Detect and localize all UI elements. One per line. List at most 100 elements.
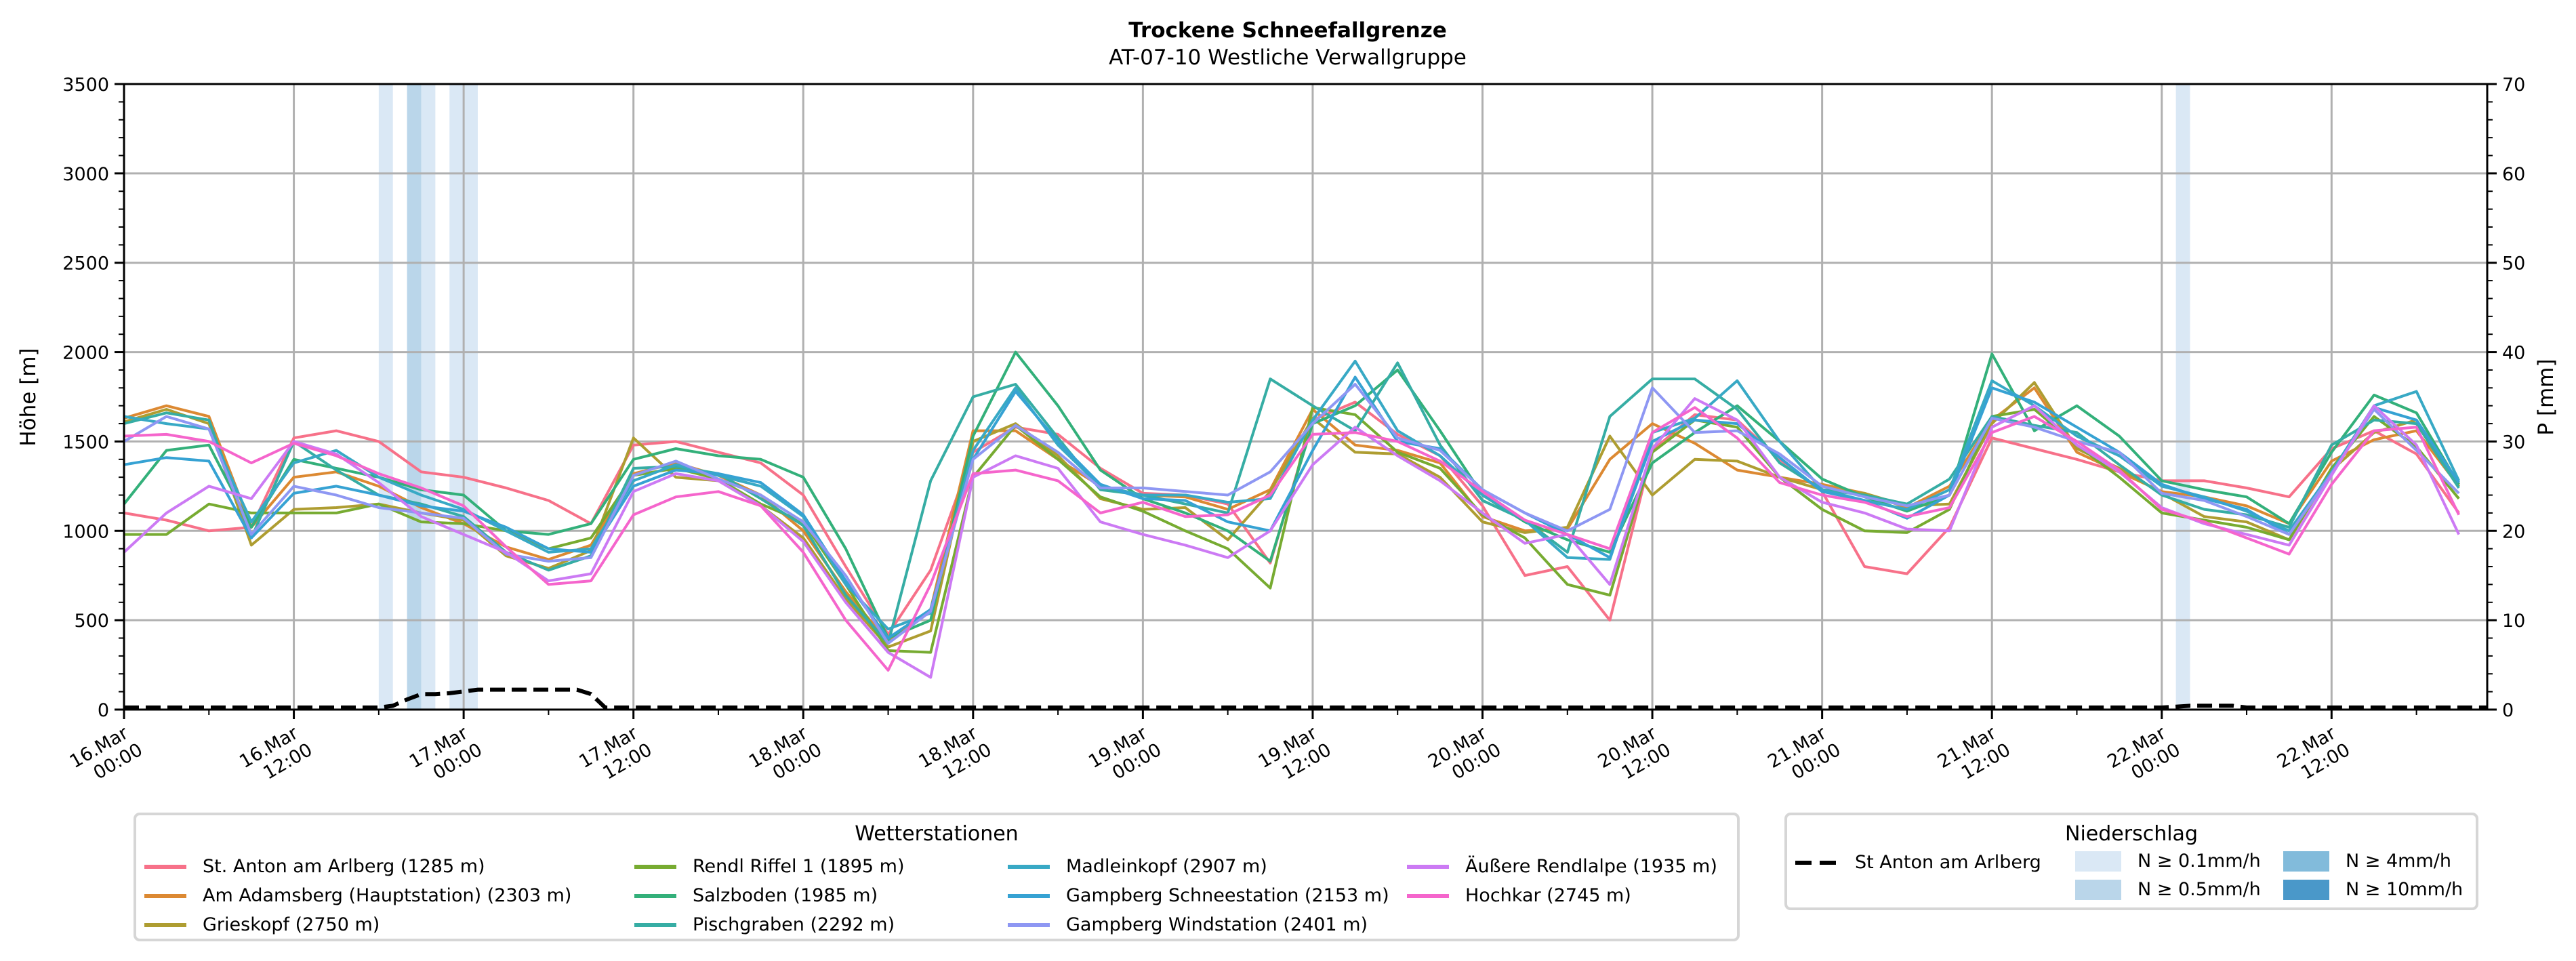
legend-label-n10: N ≥ 10mm/h [2346,879,2463,900]
y2-tick-label: 10 [2502,611,2525,632]
y2-tick-label: 40 [2502,343,2525,364]
legend-station-label: Gampberg Windstation (2401 m) [1066,914,1368,935]
swatch-n05 [2075,879,2121,900]
y-tick-label: 2000 [62,343,109,364]
legend-item-n4: N ≥ 4mm/h [2283,851,2451,872]
legend-label-n4: N ≥ 4mm/h [2346,851,2451,872]
y-tick-label: 500 [74,611,109,632]
grid [124,84,2487,710]
y2-tick-label: 50 [2502,253,2525,274]
legend-precip-line-label: St Anton am Arlberg [1855,852,2041,873]
y2-tick-label: 70 [2502,75,2525,96]
swatch-n10 [2283,879,2329,900]
legend-station-label: Gampberg Schneestation (2153 m) [1066,885,1389,906]
legend-station-label: Am Adamsberg (Hauptstation) (2303 m) [203,885,572,906]
y-tick-label: 1000 [62,521,109,542]
legend-line-swatch [1407,864,1449,869]
legend-item-precip-line: St Anton am Arlberg [1795,852,2041,873]
precip-bands [378,84,2190,710]
legend-item-station: Madleinkopf (2907 m) [1008,856,1267,877]
y-tick-label: 3500 [62,75,109,96]
chart-subtitle: AT-07-10 Westliche Verwallgruppe [1109,45,1467,70]
legend-station-label: Äußere Rendlalpe (1935 m) [1465,856,1717,877]
legend-item-station: Rendl Riffel 1 (1895 m) [634,856,904,877]
precip-band [378,84,393,710]
y-tick-label: 1500 [62,432,109,453]
legend-stations-title: Wetterstationen [855,822,1019,846]
legend-line-swatch [634,922,676,927]
series-line-7 [123,375,2460,640]
legend-item-station: Pischgraben (2292 m) [634,914,895,935]
legend-line-swatch [634,893,676,898]
y-tick-label: 2500 [62,253,109,274]
legend-item-station: Grieskopf (2750 m) [144,914,380,935]
y-axis-right: 0 10 20 30 40 50 60 70 [2487,75,2525,721]
legend-line-swatch [634,864,676,869]
legend-line-swatch [1008,922,1050,927]
legend-item-station: Salzboden (1985 m) [634,885,878,906]
legend-item-station: Hochkar (2745 m) [1407,885,1631,906]
legend-station-label: Salzboden (1985 m) [693,885,878,906]
y2-axis-label: P [mm] [2534,359,2558,435]
legend-station-label: Hochkar (2745 m) [1465,885,1631,906]
legend-item-n10: N ≥ 10mm/h [2283,879,2463,900]
y-tick-label: 3000 [62,164,109,185]
swatch-n4 [2283,851,2329,872]
precip-line [124,687,2487,710]
legend-item-station: Gampberg Windstation (2401 m) [1008,914,1368,935]
legend-stations: Wetterstationen St. Anton am Arlberg (12… [134,813,1740,941]
legend-precip: Niederschlag St Anton am Arlberg N ≥ 0.1… [1784,813,2478,910]
legend-line-swatch [1407,893,1449,898]
precip-dashed-line [124,687,2487,710]
y2-tick-label: 0 [2502,700,2514,721]
legend-station-label: Madleinkopf (2907 m) [1066,856,1267,877]
series-line-6 [123,359,2461,631]
precip-band [2175,84,2190,710]
legend-item-station: Gampberg Schneestation (2153 m) [1008,885,1389,906]
legend-station-label: Rendl Riffel 1 (1895 m) [693,856,905,877]
precip-band [464,84,478,710]
precip-band [407,84,422,710]
chart-title: Trockene Schneefallgrenze [1128,18,1447,43]
legend-label-n05: N ≥ 0.5mm/h [2138,879,2261,900]
y-tick-label: 0 [98,700,109,721]
legend-line-swatch [144,864,186,869]
legend-item-station: Am Adamsberg (Hauptstation) (2303 m) [144,885,571,906]
precip-band [449,84,464,710]
legend-station-label: St. Anton am Arlberg (1285 m) [203,856,485,877]
y-axis-label: Höhe [m] [16,348,41,446]
plot-frame [123,83,2489,711]
legend-item-n01: N ≥ 0.1mm/h [2075,851,2261,872]
legend-precip-title: Niederschlag [2065,822,2198,846]
legend-item-station: St. Anton am Arlberg (1285 m) [144,856,485,877]
legend-line-swatch [144,922,186,927]
y2-tick-label: 20 [2502,521,2525,542]
dashed-line-swatch [1795,860,1837,865]
legend-line-swatch [1008,893,1050,898]
y2-tick-label: 60 [2502,164,2525,185]
y-axis-left: 0 500 1000 1500 2000 2500 3000 3500 [62,75,124,721]
snowline-chart: Trockene Schneefallgrenze AT-07-10 Westl… [16,18,2558,784]
legend-line-swatch [1008,864,1050,869]
legend-line-swatch [144,893,186,898]
legend-station-label: Pischgraben (2292 m) [693,914,895,935]
y2-tick-label: 30 [2502,432,2525,453]
legend-label-n01: N ≥ 0.1mm/h [2138,851,2261,872]
legend-station-label: Grieskopf (2750 m) [203,914,380,935]
precip-band [421,84,436,710]
legend-item-station: Äußere Rendlalpe (1935 m) [1407,856,1717,877]
